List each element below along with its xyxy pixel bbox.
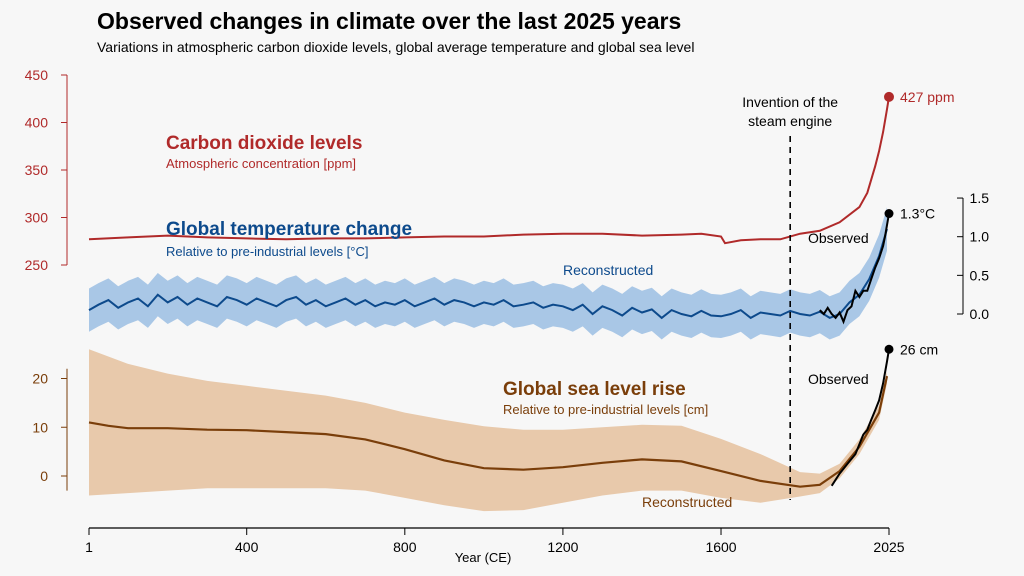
co2-title: Carbon dioxide levels — [166, 133, 362, 154]
chart-title: Observed changes in climate over the las… — [97, 8, 681, 34]
x-axis-label: Year (CE) — [455, 550, 512, 565]
sea-level-tick-label: 10 — [32, 419, 48, 435]
x-tick-label: 800 — [393, 539, 417, 555]
x-tick-label: 400 — [235, 539, 259, 555]
x-axis: 1 400 800 1200 1600 2025 — [85, 527, 905, 555]
sea-level-subtitle: Relative to pre-industrial levels [cm] — [503, 402, 708, 417]
sea-level-observed-label: Observed — [808, 371, 869, 387]
x-tick-label: 1600 — [705, 539, 736, 555]
co2-tick-label: 350 — [25, 162, 49, 178]
temperature-subtitle: Relative to pre-industrial levels [°C] — [166, 244, 368, 259]
co2-tick-label: 450 — [25, 67, 49, 83]
temperature-title: Global temperature change — [166, 219, 412, 240]
temperature-reconstructed-line — [88, 228, 888, 320]
uncertainty-bands — [89, 207, 887, 512]
sea-level-reconstructed-label: Reconstructed — [642, 494, 732, 510]
temperature-reconstructed-label: Reconstructed — [563, 262, 653, 278]
temperature-observed-line — [819, 213, 890, 325]
co2-subtitle: Atmospheric concentration [ppm] — [166, 156, 356, 171]
temperature-axis: 0.0 0.5 1.0 1.5 — [957, 190, 989, 322]
temperature-tick-label: 1.0 — [970, 229, 990, 245]
sea-level-end-dot — [884, 344, 894, 354]
co2-axis: 250 300 350 400 450 — [25, 67, 68, 273]
steam-engine-label-line2: steam engine — [748, 113, 832, 129]
co2-tick-label: 300 — [25, 210, 49, 226]
sea-level-end-label: 26 cm — [900, 341, 938, 357]
sea-level-uncertainty-band — [89, 349, 887, 512]
x-tick-label: 2025 — [873, 539, 904, 555]
x-tick-label: 1 — [85, 539, 93, 555]
co2-tick-label: 400 — [25, 115, 49, 131]
temperature-uncertainty-band — [89, 207, 887, 340]
temperature-tick-label: 0.0 — [970, 306, 990, 322]
co2-end-dot — [884, 91, 894, 102]
series-lines — [88, 96, 890, 488]
co2-tick-label: 250 — [25, 257, 49, 273]
sea-level-title: Global sea level rise — [503, 379, 686, 400]
temperature-observed-label: Observed — [808, 230, 869, 246]
sea-level-tick-label: 20 — [32, 371, 48, 387]
sea-level-axis: 0 10 20 — [32, 368, 68, 491]
temperature-tick-label: 0.5 — [970, 267, 990, 283]
steam-engine-label-line1: Invention of the — [742, 94, 838, 110]
co2-line — [88, 96, 890, 245]
sea-level-observed-line — [830, 349, 890, 487]
temperature-end-dot — [884, 209, 894, 219]
x-tick-label: 1200 — [547, 539, 578, 555]
sea-level-tick-label: 0 — [40, 468, 48, 484]
co2-end-label: 427 ppm — [900, 89, 954, 105]
sea-level-reconstructed-line — [88, 375, 889, 488]
chart-subtitle: Variations in atmospheric carbon dioxide… — [97, 39, 694, 55]
temperature-end-label: 1.3°C — [900, 206, 935, 222]
temperature-tick-label: 1.5 — [970, 190, 990, 206]
